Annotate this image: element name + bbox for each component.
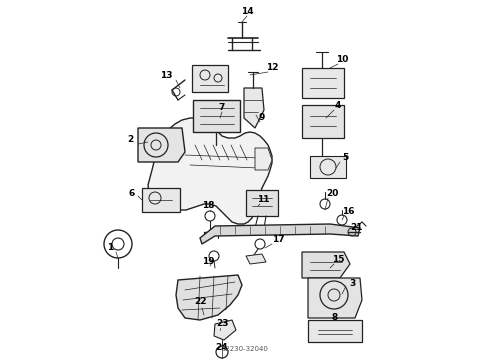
Polygon shape — [200, 224, 360, 244]
Polygon shape — [138, 128, 185, 162]
Polygon shape — [244, 88, 264, 128]
Text: 13: 13 — [160, 72, 172, 81]
Polygon shape — [308, 320, 362, 342]
Polygon shape — [214, 320, 236, 340]
Polygon shape — [148, 118, 272, 224]
Text: 52230-32040: 52230-32040 — [221, 346, 269, 352]
Polygon shape — [176, 275, 242, 320]
Polygon shape — [302, 252, 350, 278]
Polygon shape — [310, 156, 346, 178]
Text: 4: 4 — [335, 102, 341, 111]
Text: 19: 19 — [202, 257, 214, 266]
Text: 17: 17 — [271, 235, 284, 244]
Polygon shape — [302, 68, 344, 98]
Text: 20: 20 — [326, 189, 338, 198]
Text: 12: 12 — [266, 63, 278, 72]
Polygon shape — [142, 188, 180, 212]
Text: 18: 18 — [202, 202, 214, 211]
Text: 21: 21 — [350, 224, 362, 233]
Polygon shape — [246, 254, 266, 264]
Text: 15: 15 — [332, 256, 344, 265]
Text: 5: 5 — [342, 153, 348, 162]
Polygon shape — [192, 65, 228, 92]
Polygon shape — [193, 100, 240, 132]
Text: 22: 22 — [194, 297, 206, 306]
Text: 24: 24 — [216, 343, 228, 352]
Text: 8: 8 — [332, 314, 338, 323]
Text: 2: 2 — [127, 135, 133, 144]
Polygon shape — [308, 278, 362, 318]
Polygon shape — [246, 190, 278, 216]
Text: 16: 16 — [342, 207, 354, 216]
Text: 7: 7 — [219, 104, 225, 112]
Polygon shape — [255, 148, 272, 170]
Text: 9: 9 — [259, 113, 265, 122]
Text: 23: 23 — [216, 320, 228, 328]
Text: 11: 11 — [257, 195, 269, 204]
Text: 3: 3 — [349, 279, 355, 288]
Text: 10: 10 — [336, 55, 348, 64]
Text: 6: 6 — [129, 189, 135, 198]
Text: 1: 1 — [107, 243, 113, 252]
Polygon shape — [302, 105, 344, 138]
Text: 14: 14 — [241, 8, 253, 17]
